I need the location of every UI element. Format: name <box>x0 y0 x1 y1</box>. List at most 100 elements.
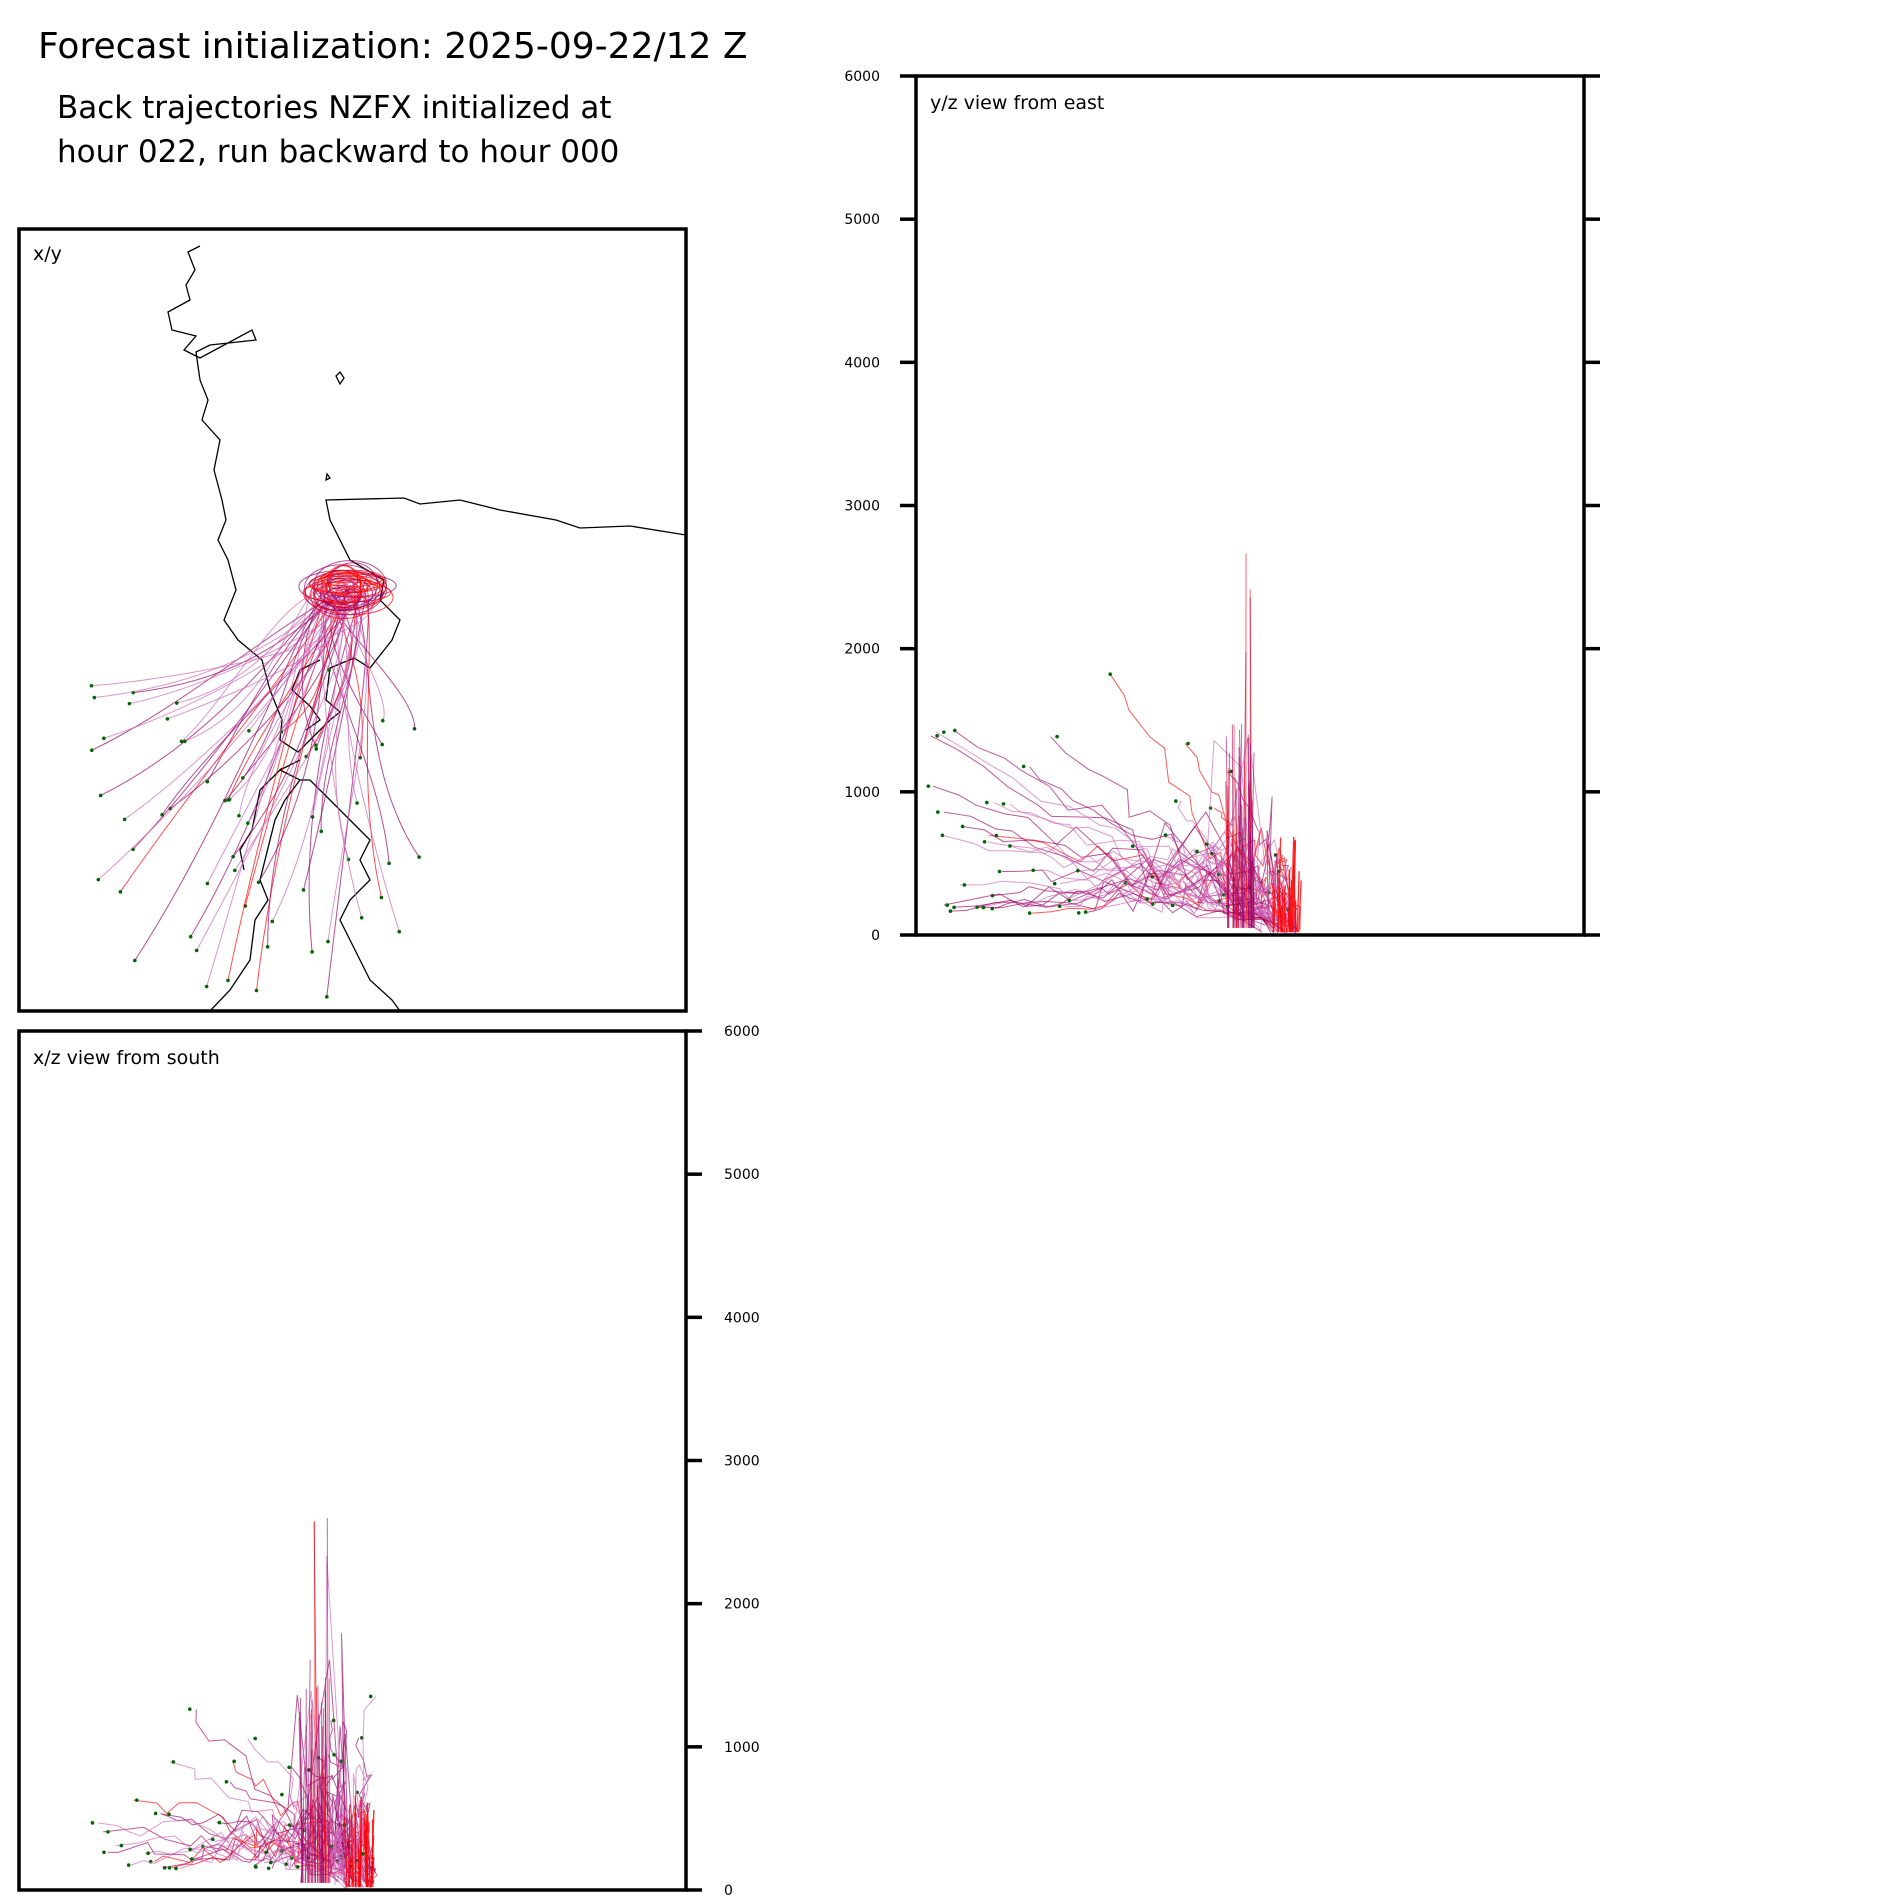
trajectory-endpoint <box>1031 868 1036 873</box>
trajectory-profile <box>1063 734 1297 926</box>
trajectory-spike <box>304 1689 307 1883</box>
trajectory-source-block <box>354 1811 357 1888</box>
z-tick-label: 3000 <box>724 1454 760 1470</box>
trajectory-endpoint <box>210 1837 215 1842</box>
trajectory-profile <box>169 1761 372 1887</box>
trajectory-endpoint <box>358 755 363 760</box>
trajectory-spike <box>1227 753 1230 928</box>
coastline-path <box>278 759 401 1011</box>
coastline-path <box>325 472 331 482</box>
trajectory-spike <box>1238 747 1243 928</box>
trajectory-endpoint <box>232 1759 236 1764</box>
trajectory-source-block <box>1289 880 1293 933</box>
xy-trajectories <box>89 560 421 999</box>
trajectory-spike <box>300 1846 305 1883</box>
trajectory-endpoint <box>981 905 986 910</box>
trajectory-endpoint <box>948 909 953 913</box>
trajectory-source-block <box>1280 905 1283 933</box>
z-tick-label: 5000 <box>844 212 880 228</box>
coastline <box>167 245 686 1011</box>
trajectory-endpoint <box>226 978 230 983</box>
subtitle-line-1: Back trajectories NZFX initialized at <box>57 90 612 126</box>
trajectory-endpoint <box>953 728 957 733</box>
trajectory-endpoint <box>118 890 123 894</box>
trajectory-endpoint <box>133 958 137 963</box>
trajectory-endpoint <box>936 810 940 814</box>
trajectory-spike <box>309 1709 312 1883</box>
xz-frame <box>17 1029 688 1892</box>
trajectory-endpoint <box>217 1820 222 1825</box>
trajectory-endpoint <box>397 929 402 934</box>
trajectory-endpoint <box>319 829 323 834</box>
trajectory-endpoint <box>102 736 106 741</box>
z-tick-label: 6000 <box>724 1024 760 1040</box>
trajectory-line <box>184 580 345 742</box>
yz-panel-label: y/z view from east <box>930 92 1104 114</box>
trajectory-endpoint <box>1170 903 1175 908</box>
trajectory-endpoint <box>265 945 270 949</box>
trajectory-endpoint <box>231 854 235 859</box>
trajectory-profile <box>1060 815 1297 932</box>
trajectory-endpoint <box>241 776 245 780</box>
trajectory-source-block <box>348 1804 351 1888</box>
trajectory-line <box>326 596 367 942</box>
trajectory-endpoint <box>167 1812 171 1817</box>
trajectory-profile <box>994 802 1284 925</box>
trajectory-spike <box>1237 796 1241 928</box>
trajectory-loop <box>319 577 374 611</box>
trajectory-source-block <box>1298 880 1302 933</box>
trajectory-endpoint <box>205 779 210 784</box>
trajectory-spike <box>298 1717 303 1883</box>
trajectory-endpoint <box>301 888 306 892</box>
trajectory-endpoint <box>266 1866 271 1871</box>
trajectory-endpoint <box>380 742 384 747</box>
trajectory-endpoint <box>167 1866 172 1870</box>
trajectory-endpoint <box>1057 904 1062 909</box>
trajectory-endpoint <box>1076 911 1081 915</box>
trajectory-endpoint <box>332 1752 336 1757</box>
trajectory-endpoint <box>380 718 385 723</box>
trajectory-endpoint <box>1204 842 1209 846</box>
trajectory-spike <box>323 1773 327 1883</box>
trajectory-endpoint <box>264 1850 268 1855</box>
trajectory-endpoint <box>106 1830 110 1834</box>
trajectory-profile <box>1262 858 1282 925</box>
trajectory-endpoint <box>1001 802 1006 806</box>
trajectory-endpoint <box>1052 881 1057 886</box>
trajectory-spike <box>320 1778 325 1883</box>
yz-axis: 0 1000 2000 3000 4000 5000 6000 <box>844 69 1600 944</box>
trajectory-endpoint <box>174 1866 178 1871</box>
trajectory-profile <box>216 1659 357 1885</box>
trajectory-loop <box>308 575 376 594</box>
trajectory-spike <box>325 1832 328 1883</box>
trajectory-line <box>169 595 346 810</box>
xz-axis: 0 1000 2000 3000 4000 5000 6000 <box>686 1024 760 1899</box>
trajectory-spike <box>316 1785 322 1883</box>
trajectory-loop <box>328 562 378 607</box>
trajectory-source-block <box>366 1802 371 1888</box>
trajectory-loop <box>302 581 392 603</box>
trajectory-endpoint <box>1195 849 1199 854</box>
trajectory-profile <box>355 1737 377 1880</box>
trajectory-source-block <box>364 1828 369 1888</box>
trajectory-endpoint <box>254 988 259 993</box>
trajectory-endpoint <box>171 1760 176 1764</box>
trajectory-spike <box>1234 833 1237 928</box>
trajectory-endpoint <box>1108 672 1112 676</box>
trajectory-endpoint <box>325 995 329 999</box>
trajectory-endpoint <box>119 1843 124 1848</box>
trajectory-endpoint <box>1130 844 1135 848</box>
trajectory-line <box>167 601 347 720</box>
trajectory-loop <box>312 574 387 608</box>
trajectory-profile <box>353 1696 377 1880</box>
figure-subtitle: Back trajectories NZFX initialized at ho… <box>57 86 619 174</box>
z-tick-label: 0 <box>871 928 880 944</box>
trajectory-endpoint <box>355 801 359 805</box>
subtitle-line-2: hour 022, run backward to hour 000 <box>57 134 620 170</box>
trajectory-spike <box>1238 724 1243 928</box>
trajectory-endpoint <box>962 883 967 887</box>
trajectory-endpoint <box>327 668 331 672</box>
trajectory-endpoint <box>102 1850 106 1855</box>
trajectory-endpoint <box>1145 897 1149 901</box>
